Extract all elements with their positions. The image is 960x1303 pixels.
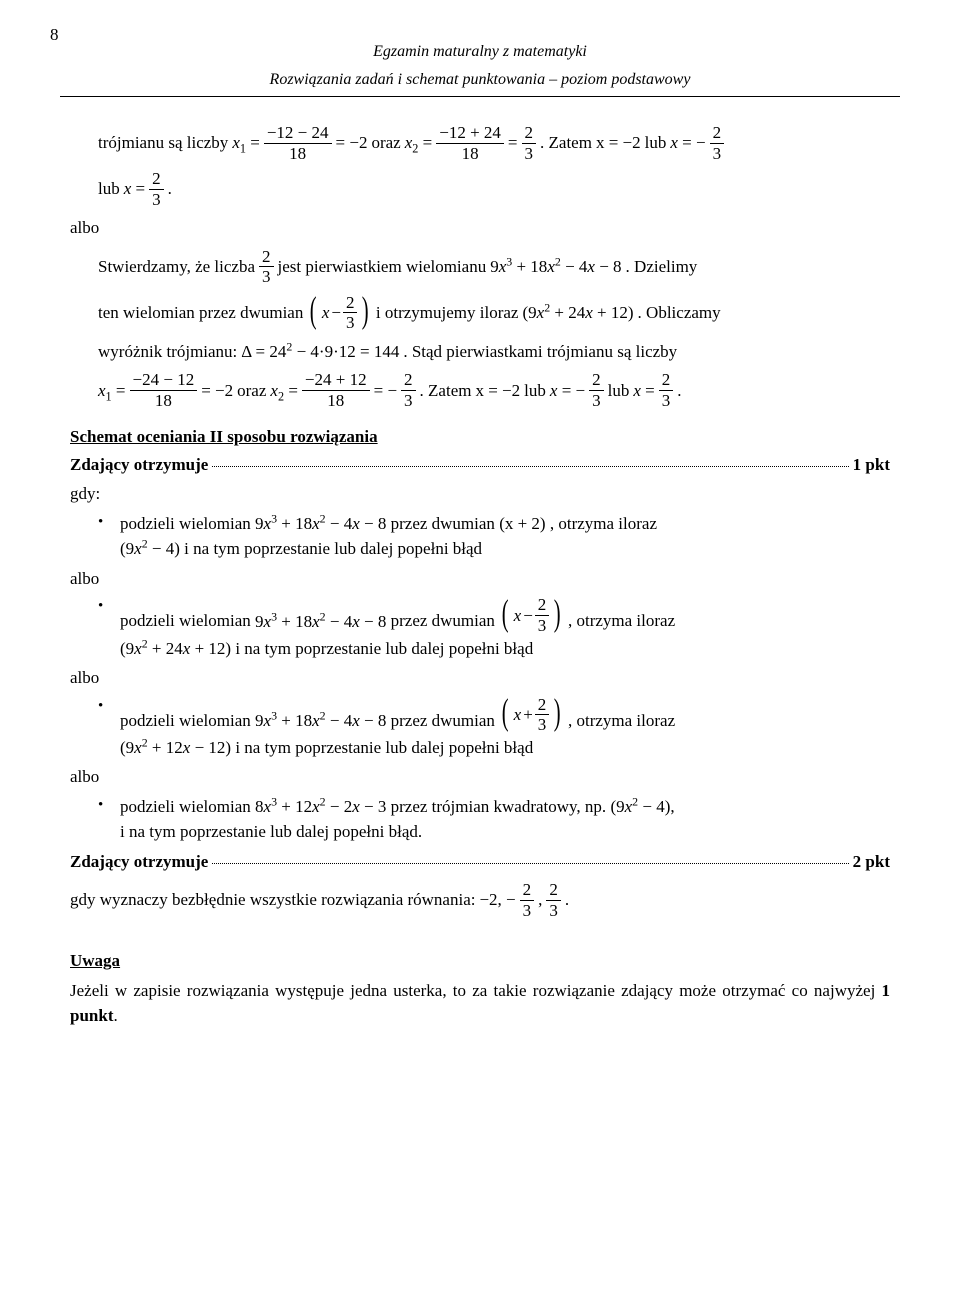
p-last: gdy wyznaczy bezbłędnie wszystkie rozwią… bbox=[70, 880, 890, 920]
bullets-2: podzieli wielomian 9x3 + 18x2 − 4x − 8 p… bbox=[70, 595, 890, 661]
p1: trójmianu są liczby x1 = −12 − 2418 = −2… bbox=[70, 123, 890, 163]
li-3: podzieli wielomian 9x3 + 18x2 − 4x − 8 p… bbox=[98, 695, 890, 761]
header-rule bbox=[60, 96, 900, 97]
header-title-2: Rozwiązania zadań i schemat punktowania … bbox=[70, 68, 890, 92]
albo-3: albo bbox=[70, 665, 890, 691]
albo-4: albo bbox=[70, 764, 890, 790]
li-4: podzieli wielomian 8x3 + 12x2 − 2x − 3 p… bbox=[98, 794, 890, 845]
li-1: podzieli wielomian 9x3 + 18x2 − 4x − 8 p… bbox=[98, 511, 890, 562]
p4: ten wielomian przez dwumian (x − 23) i o… bbox=[70, 293, 890, 333]
header-title-1: Egzamin maturalny z matematyki bbox=[70, 40, 890, 64]
bullets-4: podzieli wielomian 8x3 + 12x2 − 2x − 3 p… bbox=[70, 794, 890, 845]
page-number: 8 bbox=[50, 22, 59, 48]
p5: wyróżnik trójmianu: Δ = 242 − 4·9·12 = 1… bbox=[70, 339, 890, 365]
albo-1: albo bbox=[70, 215, 890, 241]
zdajacy-1pkt: Zdający otrzymuje 1 pkt bbox=[70, 452, 890, 478]
uwaga-title: Uwaga bbox=[70, 948, 890, 974]
albo-2: albo bbox=[70, 566, 890, 592]
zdajacy-2pkt: Zdający otrzymuje 2 pkt bbox=[70, 849, 890, 875]
p6: x1 = −24 − 1218 = −2 oraz x2 = −24 + 121… bbox=[70, 370, 890, 410]
gdy: gdy: bbox=[70, 481, 890, 507]
li-2: podzieli wielomian 9x3 + 18x2 − 4x − 8 p… bbox=[98, 595, 890, 661]
schemat-title: Schemat oceniania II sposobu rozwiązania bbox=[70, 424, 890, 450]
uwaga-text: Jeżeli w zapisie rozwiązania występuje j… bbox=[70, 978, 890, 1029]
bullets-3: podzieli wielomian 9x3 + 18x2 − 4x − 8 p… bbox=[70, 695, 890, 761]
p3: Stwierdzamy, że liczba 23 jest pierwiast… bbox=[70, 247, 890, 287]
bullets-1: podzieli wielomian 9x3 + 18x2 − 4x − 8 p… bbox=[70, 511, 890, 562]
p2: lub x = 23. bbox=[70, 169, 890, 209]
